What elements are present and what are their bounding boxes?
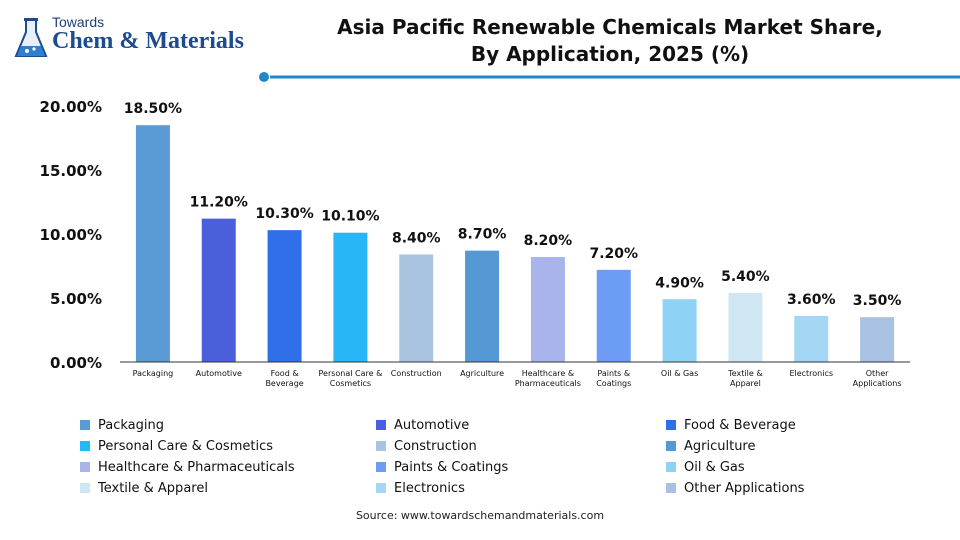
legend-swatch xyxy=(80,462,90,472)
legend-item: Textile & Apparel xyxy=(80,479,208,497)
legend-swatch xyxy=(80,420,90,430)
flask-icon xyxy=(14,18,48,57)
bar-6 xyxy=(465,250,500,362)
x-tick-label: Other xyxy=(866,369,889,378)
x-tick-label: Textile & xyxy=(727,369,762,378)
bar-9 xyxy=(662,299,697,362)
data-label: 10.10% xyxy=(321,209,379,225)
chart-title: Asia Pacific Renewable Chemicals Market … xyxy=(300,14,920,68)
bar-8 xyxy=(596,269,631,362)
legend-label: Packaging xyxy=(98,417,164,433)
x-tick-label: Paints & xyxy=(597,369,630,378)
legend-label: Other Applications xyxy=(684,480,805,496)
legend-label: Textile & Apparel xyxy=(98,480,208,496)
legend-swatch xyxy=(666,462,676,472)
data-label: 7.20% xyxy=(589,246,638,262)
legend-label: Paints & Coatings xyxy=(394,459,509,475)
legend-item: Agriculture xyxy=(666,437,756,455)
x-tick-label: Apparel xyxy=(730,379,761,388)
data-label: 8.70% xyxy=(458,227,507,243)
brand-name: Chem & Materials xyxy=(52,28,244,54)
brand-logo: Towards Chem & Materials xyxy=(14,12,254,68)
source-note: Source: www.towardschemandmaterials.com xyxy=(355,509,605,522)
legend-label: Automotive xyxy=(394,417,470,433)
x-tick-label: Electronics xyxy=(789,369,833,378)
legend-label: Personal Care & Cosmetics xyxy=(98,438,273,454)
x-tick-label: Personal Care & xyxy=(318,369,382,378)
chart-legend: Packaging Automotive Food & Beverage Person… xyxy=(80,416,940,500)
chart-title-line-2: By Application, 2025 (%) xyxy=(470,42,750,66)
legend-label: Electronics xyxy=(394,480,465,496)
x-tick-label: Packaging xyxy=(133,369,174,378)
legend-swatch xyxy=(666,483,676,493)
x-tick-label: Coatings xyxy=(596,379,631,388)
data-label: 11.20% xyxy=(190,195,248,211)
legend-label: Oil & Gas xyxy=(684,459,745,475)
y-tick-label: 5.00% xyxy=(50,290,102,308)
x-tick-label: Beverage xyxy=(265,379,303,388)
legend-swatch xyxy=(80,483,90,493)
bar-7 xyxy=(530,257,565,362)
legend-swatch xyxy=(666,420,676,430)
data-label: 8.40% xyxy=(392,230,441,246)
legend-swatch xyxy=(376,420,386,430)
data-label: 5.40% xyxy=(721,269,770,285)
legend-swatch xyxy=(376,462,386,472)
x-tick-label: Agriculture xyxy=(460,369,504,378)
x-tick-label: Applications xyxy=(853,379,902,388)
legend-item: Oil & Gas xyxy=(666,458,745,476)
bar-4 xyxy=(333,232,368,362)
brand-top-text: Towards xyxy=(52,14,105,30)
legend-label: Construction xyxy=(394,438,477,454)
legend-item: Other Applications xyxy=(666,479,804,497)
data-label: 8.20% xyxy=(524,233,573,249)
legend-item: Construction xyxy=(376,437,477,455)
legend-item: Healthcare & Pharmaceuticals xyxy=(80,458,295,476)
legend-swatch xyxy=(666,441,676,451)
bar-11 xyxy=(794,315,829,362)
data-label: 18.50% xyxy=(124,101,182,117)
data-label: 4.90% xyxy=(655,275,704,291)
legend-swatch xyxy=(80,441,90,451)
x-tick-label: Cosmetics xyxy=(330,379,371,388)
data-label: 10.30% xyxy=(255,206,313,222)
bar-10 xyxy=(728,292,763,362)
bar-1 xyxy=(135,125,170,362)
x-tick-label: Pharmaceuticals xyxy=(515,379,581,388)
x-tick-label: Construction xyxy=(391,369,442,378)
chart-title-line-1: Asia Pacific Renewable Chemicals Market … xyxy=(337,15,883,39)
bar-5 xyxy=(399,254,434,362)
x-tick-label: Food & xyxy=(271,369,299,378)
legend-item: Food & Beverage xyxy=(666,416,796,434)
y-tick-label: 15.00% xyxy=(40,162,102,180)
legend-item: Paints & Coatings xyxy=(376,458,508,476)
x-tick-label: Automotive xyxy=(196,369,242,378)
x-tick-label: Healthcare & xyxy=(522,369,574,378)
data-label: 3.50% xyxy=(853,293,902,309)
y-tick-label: 10.00% xyxy=(40,226,102,244)
legend-item: Personal Care & Cosmetics xyxy=(80,437,273,455)
y-tick-label: 0.00% xyxy=(50,354,102,372)
legend-label: Healthcare & Pharmaceuticals xyxy=(98,459,295,475)
bar-12 xyxy=(860,317,895,362)
legend-item: Electronics xyxy=(376,479,465,497)
y-tick-label: 20.00% xyxy=(40,98,102,116)
legend-label: Food & Beverage xyxy=(684,417,796,433)
legend-label: Agriculture xyxy=(684,438,756,454)
legend-swatch xyxy=(376,483,386,493)
legend-item: Automotive xyxy=(376,416,469,434)
x-tick-label: Oil & Gas xyxy=(661,369,698,378)
legend-item: Packaging xyxy=(80,416,164,434)
legend-swatch xyxy=(376,441,386,451)
bar-2 xyxy=(201,218,236,362)
data-label: 3.60% xyxy=(787,292,836,308)
bar-3 xyxy=(267,230,302,362)
